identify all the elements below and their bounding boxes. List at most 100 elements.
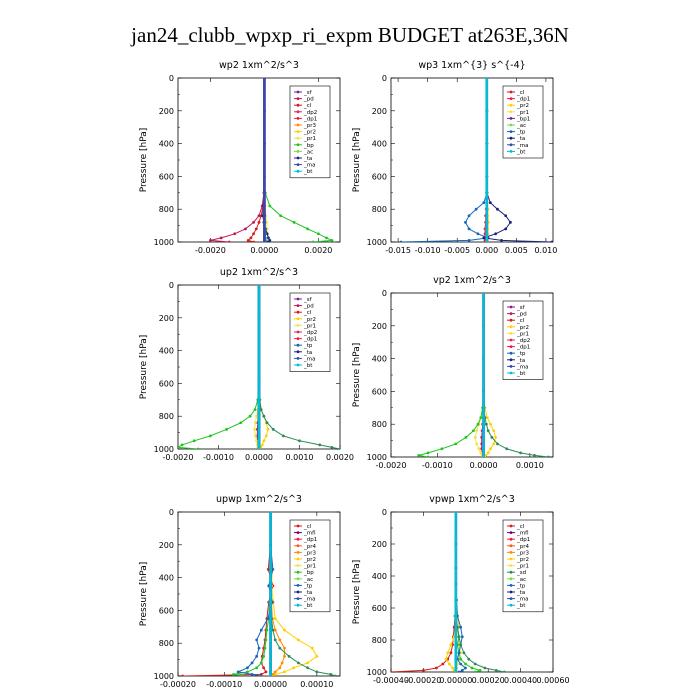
- y-tick-label: 800: [372, 636, 387, 645]
- data-point: [257, 398, 261, 402]
- legend-entry: _ta: [303, 156, 312, 162]
- data-point: [267, 236, 270, 240]
- legend-entry: _dp2: [303, 330, 317, 336]
- panels: wp2 1xm^2/s^3 Pressure [hPa] 0 200 400 600 800…: [139, 60, 570, 689]
- legend-marker: [296, 143, 300, 147]
- data-point: [257, 349, 261, 352]
- legend-entry: _bp: [303, 570, 314, 576]
- data-point: [459, 657, 463, 661]
- data-point: [192, 439, 196, 443]
- panel-title: wp2 1xm^2/s^3: [219, 60, 299, 71]
- data-point: [209, 434, 212, 438]
- legend-marker: [509, 103, 513, 107]
- data-point: [273, 617, 277, 620]
- data-point: [550, 240, 553, 242]
- data-point: [250, 672, 254, 676]
- legend-entry: _mfl: [303, 531, 316, 537]
- data-point: [278, 666, 282, 670]
- data-point: [489, 422, 492, 426]
- data-point: [505, 447, 509, 451]
- legend-entry: _pr3: [303, 550, 317, 556]
- legend-entry: _bt: [303, 363, 313, 369]
- data-point: [227, 240, 231, 242]
- y-tick-label: 200: [159, 107, 174, 116]
- data-point: [417, 453, 421, 457]
- panel-title: vp2 1xm^2/s^3: [433, 275, 511, 286]
- page-title: jan24_clubb_wpxp_ri_expm BUDGET at263E,3…: [130, 23, 569, 47]
- data-point: [485, 191, 489, 195]
- data-point: [494, 669, 498, 672]
- legend-entry: _ac: [516, 123, 526, 129]
- data-point: [269, 646, 272, 650]
- legend-entry: _tp: [516, 351, 526, 357]
- y-axis-label: Pressure [hPa]: [352, 128, 362, 193]
- data-point: [464, 220, 467, 224]
- legend-entry: _ma: [516, 597, 528, 603]
- data-point: [486, 451, 490, 455]
- x-tick-label: -0.0010: [422, 461, 453, 470]
- data-point: [492, 442, 496, 446]
- legend-entry: _pr1: [516, 564, 529, 570]
- data-point: [449, 643, 453, 647]
- legend-entry: _ma: [516, 143, 528, 149]
- data-point: [265, 421, 269, 425]
- data-point: [478, 669, 482, 672]
- data-point: [263, 191, 266, 195]
- legend-entry: _bp: [303, 143, 314, 149]
- data-point: [248, 414, 252, 418]
- data-point: [259, 408, 263, 412]
- y-tick-label: 800: [372, 420, 387, 429]
- data-point: [257, 427, 261, 431]
- data-point: [496, 207, 499, 211]
- x-tick-label: -0.0010: [203, 453, 234, 462]
- x-tick-label: 0.0010: [286, 453, 314, 462]
- data-point: [500, 238, 503, 242]
- legend-marker: [296, 110, 300, 114]
- data-point: [485, 142, 489, 146]
- legend-entry: _bt: [303, 603, 313, 609]
- legend-entry: _bp1: [516, 116, 530, 122]
- y-tick-label: 200: [159, 541, 174, 550]
- data-point: [260, 443, 264, 447]
- data-point: [264, 638, 268, 642]
- data-point: [271, 672, 275, 676]
- legend-marker: [509, 584, 513, 587]
- data-point: [489, 447, 492, 451]
- legend-marker: [509, 537, 513, 541]
- y-tick-label: 400: [372, 572, 387, 581]
- data-point: [470, 666, 474, 670]
- legend-entry: _cl: [516, 524, 525, 530]
- panel-title: vpwp 1xm^2/s^3: [429, 494, 515, 505]
- data-point: [257, 220, 261, 224]
- data-point: [454, 598, 458, 602]
- data-point: [241, 674, 245, 676]
- y-tick-label: 800: [159, 205, 174, 214]
- data-point: [306, 666, 309, 670]
- data-point: [306, 227, 309, 231]
- data-point: [269, 628, 272, 632]
- legend-entry: _tp: [303, 343, 313, 349]
- data-point: [252, 232, 256, 236]
- data-point: [266, 617, 270, 620]
- data-point: [250, 661, 254, 665]
- legend-entry: _pr1: [303, 564, 316, 570]
- data-point: [257, 285, 261, 287]
- x-tick-label: -0.00020: [405, 676, 441, 685]
- data-point: [273, 672, 277, 676]
- data-point: [263, 142, 266, 146]
- legend-entry: _dp2: [303, 110, 317, 116]
- data-point: [315, 670, 319, 674]
- legend-entry: _ma: [516, 364, 528, 370]
- data-point: [477, 447, 481, 451]
- data-point: [283, 670, 286, 674]
- x-tick-label: 0.00000: [439, 676, 472, 685]
- legend-marker: [509, 136, 513, 140]
- legend-marker: [296, 297, 300, 301]
- x-tick-label: 0.00060: [536, 676, 569, 685]
- legend-marker: [509, 351, 513, 355]
- y-tick-label: 200: [372, 540, 387, 549]
- data-point: [278, 638, 282, 642]
- data-point: [496, 442, 499, 446]
- y-tick-label: 1000: [154, 445, 174, 454]
- data-point: [533, 453, 536, 457]
